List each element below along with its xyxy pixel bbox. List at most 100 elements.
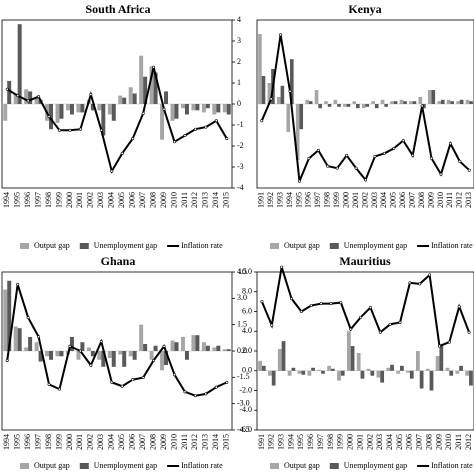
- bar: [409, 370, 414, 379]
- bar: [412, 101, 417, 104]
- bar: [101, 104, 106, 136]
- y-tick-label: 4.5: [237, 267, 247, 276]
- line-marker: [152, 358, 156, 362]
- line-marker: [447, 340, 451, 344]
- bar: [308, 101, 313, 104]
- bar: [416, 351, 420, 371]
- line-marker: [214, 385, 218, 389]
- bar: [390, 101, 394, 104]
- bar: [258, 360, 262, 371]
- x-tick-label: 1999: [332, 192, 341, 208]
- x-tick-label: 2004: [385, 434, 394, 450]
- bar: [271, 370, 276, 386]
- line-marker: [309, 304, 313, 308]
- x-tick-label: 2002: [365, 434, 374, 450]
- legend-swatch: [20, 243, 29, 249]
- line-marker: [152, 65, 156, 69]
- bar: [370, 370, 375, 376]
- bar: [439, 346, 444, 371]
- bar: [212, 104, 217, 115]
- bar: [446, 99, 451, 104]
- y-tick-label: -4.5: [237, 425, 250, 434]
- legend-label: Inflation rate: [181, 241, 223, 250]
- bar: [216, 104, 221, 113]
- y-tick-label: 6.0: [242, 306, 252, 315]
- bar: [346, 331, 351, 371]
- bar: [435, 355, 440, 371]
- bar: [13, 93, 18, 104]
- line-marker: [382, 151, 386, 155]
- line-marker: [349, 327, 353, 331]
- line-marker: [354, 166, 358, 170]
- line-marker: [335, 166, 339, 170]
- x-tick-label: 1998: [326, 434, 335, 450]
- y-tick-label: -2: [237, 141, 244, 150]
- x-tick-label: 1999: [54, 434, 63, 450]
- bar: [128, 351, 133, 357]
- x-tick-label: 2010: [169, 192, 178, 208]
- line-marker: [57, 387, 61, 391]
- inflation-line: [261, 266, 471, 348]
- bar: [111, 351, 116, 367]
- bar: [76, 351, 81, 360]
- bar: [28, 91, 33, 104]
- chart-title: Kenya: [348, 2, 381, 16]
- line-marker: [173, 373, 177, 377]
- x-tick-label: 1997: [33, 192, 42, 208]
- x-tick-label: 1998: [44, 192, 53, 208]
- bar: [38, 351, 43, 362]
- line-marker: [47, 115, 51, 119]
- bar: [143, 343, 148, 351]
- line-marker: [378, 330, 382, 334]
- bar: [101, 351, 106, 367]
- legend-label: Unemployment gap: [94, 241, 157, 250]
- bar: [425, 368, 430, 371]
- x-tick-label: 2011: [180, 192, 189, 208]
- line-marker: [37, 335, 41, 339]
- bar: [205, 345, 210, 351]
- legend-label: Inflation rate: [431, 241, 473, 250]
- line-marker: [110, 380, 114, 384]
- line-marker: [401, 139, 405, 143]
- x-tick-label: 2002: [86, 192, 95, 208]
- inflation-line: [6, 284, 228, 397]
- line-marker: [16, 282, 20, 286]
- x-tick-label: 1993: [275, 192, 284, 208]
- x-tick-label: 2007: [408, 192, 417, 208]
- legend-swatch: [79, 463, 89, 469]
- line-marker: [193, 127, 197, 131]
- x-tick-label: 1995: [13, 434, 22, 450]
- bar: [356, 352, 361, 371]
- bar: [195, 104, 200, 111]
- line-marker: [37, 95, 41, 99]
- line-marker: [437, 344, 441, 348]
- bar: [346, 104, 351, 107]
- bar: [97, 351, 102, 360]
- bar: [277, 97, 281, 104]
- line-marker: [326, 164, 330, 168]
- x-tick-label: 2005: [395, 434, 404, 450]
- bar: [390, 364, 394, 371]
- x-tick-label: 1995: [13, 192, 22, 208]
- bar: [380, 99, 385, 104]
- x-tick-label: 1994: [285, 192, 294, 208]
- bar: [337, 370, 341, 381]
- x-tick-label: 1997: [313, 192, 322, 208]
- line-marker: [89, 363, 93, 367]
- bar: [449, 370, 454, 376]
- bar: [222, 349, 227, 351]
- bar: [403, 101, 407, 104]
- bar: [139, 324, 144, 351]
- legend-label: Output gap: [284, 241, 320, 250]
- bar: [380, 370, 385, 383]
- bar: [360, 370, 365, 379]
- bar: [291, 367, 296, 371]
- bar: [201, 104, 206, 113]
- line-marker: [392, 146, 396, 150]
- bar: [164, 351, 169, 366]
- legend-label: Inflation rate: [431, 461, 473, 470]
- line-marker: [68, 128, 72, 132]
- x-tick-label: 2005: [117, 192, 126, 208]
- x-tick-label: 2014: [211, 192, 220, 208]
- bar: [86, 347, 91, 351]
